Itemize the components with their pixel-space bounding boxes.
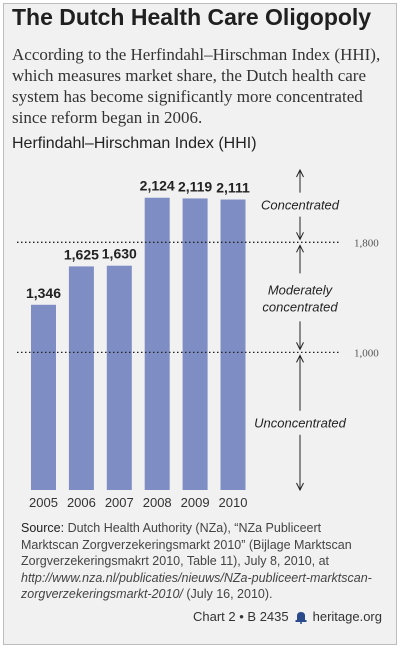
x-tick-2010: 2010	[219, 495, 248, 510]
bar-2009	[182, 198, 208, 490]
zone-label-moderately-concentrated-line1: Moderately	[268, 282, 334, 297]
source-url: http://www.nza.nl/publicaties/nieuws/NZa…	[21, 570, 372, 602]
bar-2006	[68, 266, 94, 490]
x-tick-2009: 2009	[181, 495, 210, 510]
source-note: Source: Dutch Health Authority (NZa), “N…	[21, 520, 381, 603]
zone-arrowhead-down-moderately-concentrated	[296, 342, 304, 351]
chart-reference: Chart 2 • B 2435	[193, 609, 289, 624]
footer: Chart 2 • B 2435 heritage.org	[193, 609, 382, 624]
bar-2008	[144, 197, 170, 490]
source-text: Dutch Health Authority (NZa), “NZa Publi…	[21, 521, 352, 568]
zone-label-concentrated: Concentrated	[261, 198, 340, 213]
zone-label-moderately-concentrated-line2: concentrated	[262, 299, 338, 314]
x-tick-2007: 2007	[105, 495, 134, 510]
value-label-2005: 1,346	[26, 285, 61, 301]
chart-title: Herfindahl–Hirschman Index (HHI)	[12, 135, 257, 152]
x-tick-2008: 2008	[143, 495, 172, 510]
site-name: heritage.org	[312, 609, 382, 624]
zone-arrowhead-up-moderately-concentrated	[296, 244, 304, 253]
bar-2005	[31, 304, 56, 490]
page-title: The Dutch Health Care Oligopoly	[12, 4, 372, 30]
value-label-2010: 2,111	[216, 180, 250, 196]
value-label-2008: 2,124	[140, 178, 175, 194]
zone-arrowhead-up-unconcentrated	[296, 354, 304, 363]
x-tick-2006: 2006	[67, 495, 96, 510]
chart-description: According to the Herfindahl–Hirschman In…	[12, 45, 381, 127]
source-label: Source:	[21, 521, 65, 535]
value-label-2007: 1,630	[102, 246, 137, 262]
threshold-label-1800: 1,800	[354, 237, 379, 249]
bar-chart: 1,346 2005 1,625 2006 1,630 2007 2,124 2008 2,11…	[17, 168, 379, 510]
threshold-label-1000: 1,000	[354, 347, 379, 359]
zone-arrowhead-down-unconcentrated	[296, 482, 304, 492]
zone-arrowhead-up-concentrated	[296, 168, 304, 178]
bar-2007	[106, 265, 132, 490]
value-label-2006: 1,625	[64, 246, 99, 262]
value-label-2009: 2,119	[178, 178, 212, 194]
zone-arrowhead-down-concentrated	[296, 232, 304, 241]
bar-2010	[220, 199, 246, 490]
bell-icon	[295, 611, 307, 624]
zone-label-unconcentrated: Unconcentrated	[254, 416, 347, 431]
x-tick-2005: 2005	[29, 495, 58, 510]
source-date: (July 16, 2010).	[182, 587, 273, 601]
